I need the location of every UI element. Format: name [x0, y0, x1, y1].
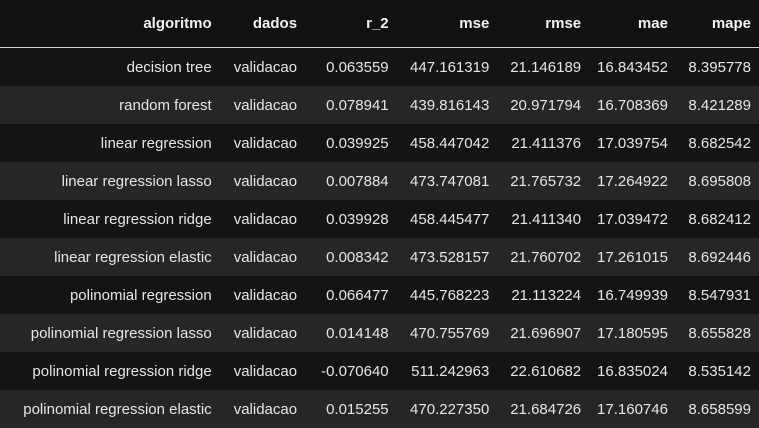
table-row: linear regression ridge validacao 0.0399… — [0, 200, 759, 238]
cell-algoritmo: polinomial regression ridge — [0, 352, 220, 390]
cell-r2: 0.039928 — [305, 200, 397, 238]
cell-mse: 473.747081 — [397, 162, 498, 200]
cell-rmse: 22.610682 — [497, 352, 589, 390]
cell-r2: -0.070640 — [305, 352, 397, 390]
cell-mape: 8.395778 — [676, 48, 759, 87]
cell-algoritmo: linear regression elastic — [0, 238, 220, 276]
cell-r2: 0.078941 — [305, 86, 397, 124]
cell-mse: 470.755769 — [397, 314, 498, 352]
cell-mae: 16.843452 — [589, 48, 676, 87]
column-header-mse: mse — [397, 0, 498, 48]
cell-mape: 8.692446 — [676, 238, 759, 276]
cell-rmse: 21.684726 — [497, 390, 589, 428]
cell-rmse: 21.113224 — [497, 276, 589, 314]
table-row: polinomial regression validacao 0.066477… — [0, 276, 759, 314]
cell-rmse: 21.146189 — [497, 48, 589, 87]
cell-r2: 0.039925 — [305, 124, 397, 162]
column-header-algoritmo: algoritmo — [0, 0, 220, 48]
cell-r2: 0.015255 — [305, 390, 397, 428]
cell-dados: validacao — [220, 200, 305, 238]
cell-algoritmo: polinomial regression elastic — [0, 390, 220, 428]
cell-mape: 8.682412 — [676, 200, 759, 238]
cell-mae: 16.835024 — [589, 352, 676, 390]
cell-mape: 8.547931 — [676, 276, 759, 314]
column-header-rmse: rmse — [497, 0, 589, 48]
cell-dados: validacao — [220, 238, 305, 276]
cell-mse: 439.816143 — [397, 86, 498, 124]
cell-dados: validacao — [220, 86, 305, 124]
cell-mae: 17.180595 — [589, 314, 676, 352]
cell-algoritmo: linear regression lasso — [0, 162, 220, 200]
cell-mse: 511.242963 — [397, 352, 498, 390]
cell-mse: 445.768223 — [397, 276, 498, 314]
cell-dados: validacao — [220, 390, 305, 428]
cell-mse: 447.161319 — [397, 48, 498, 87]
cell-rmse: 21.760702 — [497, 238, 589, 276]
cell-dados: validacao — [220, 48, 305, 87]
cell-algoritmo: decision tree — [0, 48, 220, 87]
cell-dados: validacao — [220, 162, 305, 200]
table-header: algoritmo dados r_2 mse rmse mae mape — [0, 0, 759, 48]
cell-mse: 473.528157 — [397, 238, 498, 276]
cell-mae: 17.160746 — [589, 390, 676, 428]
table-row: linear regression validacao 0.039925 458… — [0, 124, 759, 162]
cell-rmse: 21.411376 — [497, 124, 589, 162]
cell-algoritmo: polinomial regression lasso — [0, 314, 220, 352]
cell-rmse: 21.765732 — [497, 162, 589, 200]
cell-dados: validacao — [220, 276, 305, 314]
cell-r2: 0.014148 — [305, 314, 397, 352]
cell-r2: 0.007884 — [305, 162, 397, 200]
table-row: decision tree validacao 0.063559 447.161… — [0, 48, 759, 87]
table-body: decision tree validacao 0.063559 447.161… — [0, 48, 759, 428]
cell-algoritmo: random forest — [0, 86, 220, 124]
cell-mae: 17.039472 — [589, 200, 676, 238]
cell-r2: 0.066477 — [305, 276, 397, 314]
cell-mae: 16.708369 — [589, 86, 676, 124]
cell-rmse: 20.971794 — [497, 86, 589, 124]
cell-mse: 458.445477 — [397, 200, 498, 238]
table-row: linear regression lasso validacao 0.0078… — [0, 162, 759, 200]
cell-mape: 8.535142 — [676, 352, 759, 390]
cell-dados: validacao — [220, 314, 305, 352]
cell-dados: validacao — [220, 352, 305, 390]
cell-mape: 8.682542 — [676, 124, 759, 162]
cell-rmse: 21.411340 — [497, 200, 589, 238]
column-header-dados: dados — [220, 0, 305, 48]
column-header-r2: r_2 — [305, 0, 397, 48]
table-row: polinomial regression ridge validacao -0… — [0, 352, 759, 390]
cell-mae: 17.261015 — [589, 238, 676, 276]
cell-mse: 470.227350 — [397, 390, 498, 428]
cell-mape: 8.695808 — [676, 162, 759, 200]
cell-algoritmo: linear regression — [0, 124, 220, 162]
cell-mae: 16.749939 — [589, 276, 676, 314]
table-row: polinomial regression lasso validacao 0.… — [0, 314, 759, 352]
header-row: algoritmo dados r_2 mse rmse mae mape — [0, 0, 759, 48]
cell-algoritmo: polinomial regression — [0, 276, 220, 314]
cell-dados: validacao — [220, 124, 305, 162]
cell-mape: 8.421289 — [676, 86, 759, 124]
cell-r2: 0.008342 — [305, 238, 397, 276]
table-row: linear regression elastic validacao 0.00… — [0, 238, 759, 276]
table-row: random forest validacao 0.078941 439.816… — [0, 86, 759, 124]
column-header-mape: mape — [676, 0, 759, 48]
cell-mse: 458.447042 — [397, 124, 498, 162]
cell-rmse: 21.696907 — [497, 314, 589, 352]
cell-r2: 0.063559 — [305, 48, 397, 87]
column-header-mae: mae — [589, 0, 676, 48]
table-row: polinomial regression elastic validacao … — [0, 390, 759, 428]
cell-algoritmo: linear regression ridge — [0, 200, 220, 238]
cell-mape: 8.658599 — [676, 390, 759, 428]
cell-mape: 8.655828 — [676, 314, 759, 352]
cell-mae: 17.039754 — [589, 124, 676, 162]
cell-mae: 17.264922 — [589, 162, 676, 200]
